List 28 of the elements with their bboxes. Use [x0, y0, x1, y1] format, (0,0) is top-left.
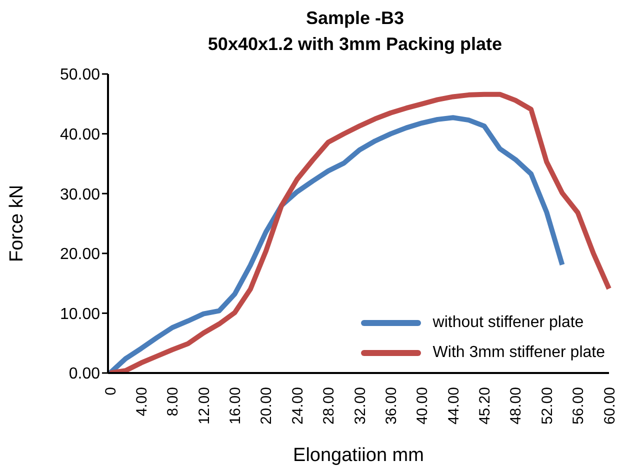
- y-tick-label: 40.00: [60, 126, 100, 144]
- x-tick-label: 48.00: [508, 387, 525, 425]
- x-tick-label: 56.00: [570, 387, 588, 425]
- x-tick-label: 52.00: [538, 387, 556, 425]
- x-tick-label: 8.00: [164, 387, 182, 416]
- legend-label: without stiffener plate: [432, 314, 584, 332]
- x-tick-label: 60.00: [601, 387, 618, 425]
- x-axis-title: Elongatiion mm: [293, 445, 424, 466]
- y-tick-label: 50.00: [60, 66, 100, 84]
- y-tick-label: 30.00: [60, 186, 100, 204]
- x-tick-label: 4.00: [133, 387, 150, 416]
- x-tick-label: 24.00: [289, 387, 306, 425]
- x-tick-label: 45.20: [476, 387, 494, 425]
- y-tick-label: 20.00: [60, 246, 100, 264]
- x-tick-label: 12.00: [196, 387, 213, 425]
- x-tick-label: 40.00: [414, 387, 432, 425]
- x-tick-label: 32.00: [352, 387, 369, 425]
- x-tick-label: 16.00: [227, 387, 244, 425]
- legend-label: With 3mm stiffener plate: [432, 344, 605, 362]
- x-tick-label: 28.00: [320, 387, 338, 425]
- x-tick-label: 44.00: [445, 387, 462, 425]
- y-tick-label: 10.00: [60, 306, 100, 323]
- x-tick-label: 20.00: [258, 387, 276, 425]
- y-axis-title: Force kN: [6, 184, 28, 262]
- x-tick-label: 36.00: [382, 387, 400, 425]
- chart-title: Sample -B3 50x40x1.2 with 3mm Packing plate: [206, 7, 504, 56]
- y-tick-label: 0.00: [68, 366, 100, 383]
- x-tick-label: 0: [102, 387, 120, 396]
